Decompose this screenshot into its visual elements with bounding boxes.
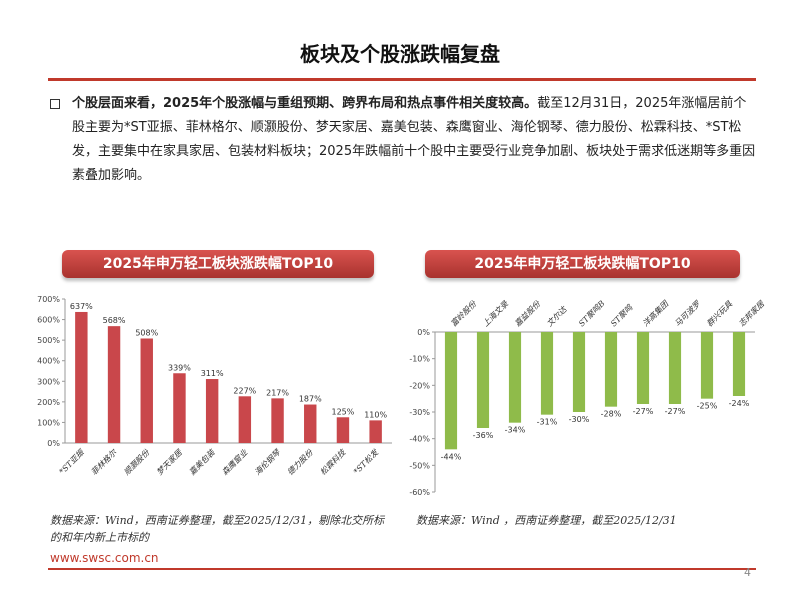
bar xyxy=(540,332,554,415)
category-label: *ST松发 xyxy=(352,447,381,476)
summary-bold-text: 个股层面来看，2025年个股涨幅与重组预期、跨界布局和热点事件相关度较高。 xyxy=(72,96,538,111)
y-tick-label: 200% xyxy=(37,398,60,407)
category-label: 海伦钢琴 xyxy=(253,447,283,477)
gainers-chart-title: 2025年申万轻工板块涨跌幅TOP10 xyxy=(62,250,374,278)
bar xyxy=(604,332,618,407)
bar xyxy=(369,420,382,443)
bar xyxy=(271,398,284,443)
category-label: ST聚鸣 xyxy=(609,302,635,328)
page-title: 板块及个股涨跌幅复盘 xyxy=(300,42,500,66)
bullet-square-icon xyxy=(50,99,60,109)
bar xyxy=(304,404,317,443)
category-label: ST聚鸣B xyxy=(577,299,607,329)
category-label: 嘉益股份 xyxy=(513,299,543,329)
category-label: 洋高集团 xyxy=(641,299,671,329)
summary-body-text: 截至12月31日，2025年涨幅居前个股主要为*ST亚振、菲林格尔、顺灏股份、梦… xyxy=(72,96,756,183)
category-label: 群兴玩具 xyxy=(705,299,735,329)
bar xyxy=(140,338,153,443)
footer-url[interactable]: www.swsc.com.cn xyxy=(50,551,159,565)
category-label: 森鹰窗业 xyxy=(220,447,250,477)
category-label: 嘉美包装 xyxy=(188,447,218,477)
data-label: 568% xyxy=(103,316,126,325)
data-label: 187% xyxy=(299,395,322,404)
footer-divider xyxy=(48,568,756,570)
data-label: 217% xyxy=(266,388,289,397)
data-label: 227% xyxy=(233,386,256,395)
losers-chart-title: 2025年申万轻工板块跌幅TOP10 xyxy=(425,250,740,278)
data-label: -27% xyxy=(633,407,654,416)
category-label: 文尔达 xyxy=(545,304,569,328)
y-tick-label: -20% xyxy=(409,381,430,390)
y-tick-label: -50% xyxy=(409,461,430,470)
bar xyxy=(173,373,186,443)
data-label: -31% xyxy=(537,418,558,427)
data-label: -44% xyxy=(441,452,462,461)
category-label: 德力股份 xyxy=(286,447,316,477)
data-label: -24% xyxy=(729,399,750,408)
losers-source-note: 数据来源：Wind ，西南证券整理，截至2025/12/31 xyxy=(416,514,677,527)
data-label: 125% xyxy=(332,407,355,416)
bar xyxy=(107,326,121,443)
y-tick-label: 400% xyxy=(37,357,60,366)
data-label: -30% xyxy=(569,415,590,424)
category-label: 菲林格尔 xyxy=(89,447,119,477)
category-label: 上海文录 xyxy=(481,299,511,329)
y-tick-label: 100% xyxy=(37,418,60,427)
y-tick-label: -10% xyxy=(409,355,430,364)
bar xyxy=(75,311,88,443)
bar xyxy=(205,379,219,443)
bar xyxy=(636,332,650,404)
y-tick-label: 300% xyxy=(37,377,60,386)
data-label: -28% xyxy=(601,410,622,419)
y-tick-label: 0% xyxy=(417,328,430,337)
data-label: 110% xyxy=(364,410,387,419)
bar xyxy=(336,417,350,443)
data-label: -34% xyxy=(505,426,526,435)
data-label: -25% xyxy=(697,402,718,411)
bar xyxy=(508,332,522,423)
category-label: 志邦家居 xyxy=(737,299,767,329)
data-label: 637% xyxy=(70,302,93,311)
bar xyxy=(572,332,586,412)
y-tick-label: 600% xyxy=(37,316,60,325)
gainers-source-note: 数据来源：Wind，西南证券整理，截至2025/12/31，剔除北交所标的和年内… xyxy=(50,514,385,544)
data-label: -27% xyxy=(665,407,686,416)
category-label: 松霖科技 xyxy=(318,447,348,477)
data-label: 339% xyxy=(168,363,191,372)
y-tick-label: -30% xyxy=(409,408,430,417)
losers-bar-chart: 0% -10% -20% -30% -40% -50% -60% -44% 富岭股份 -36% 上海… xyxy=(409,299,767,497)
bar xyxy=(444,332,458,450)
category-label: 顺灏股份 xyxy=(122,447,152,477)
y-tick-label: 500% xyxy=(37,336,60,345)
bar xyxy=(732,332,746,396)
bar xyxy=(700,332,714,399)
gainers-bar-chart: 0% 100% 200% 300% 400% 500% 600% 700% 637% *ST亚振 5… xyxy=(37,295,392,477)
category-label: 富岭股份 xyxy=(449,299,479,329)
bar xyxy=(476,332,490,428)
data-label: 508% xyxy=(135,328,158,337)
data-label: -36% xyxy=(473,431,494,440)
category-label: 马可波罗 xyxy=(673,299,703,329)
y-tick-label: 0% xyxy=(47,439,60,448)
category-label: *ST亚振 xyxy=(58,447,88,477)
title-divider xyxy=(48,78,756,81)
y-tick-label: 700% xyxy=(37,295,60,304)
data-label: 311% xyxy=(201,369,224,378)
y-tick-label: -40% xyxy=(409,435,430,444)
summary-paragraph: 个股层面来看，2025年个股涨幅与重组预期、跨界布局和热点事件相关度较高。截至1… xyxy=(72,92,756,188)
bar xyxy=(238,396,252,443)
category-label: 梦天家居 xyxy=(155,447,185,477)
y-tick-label: -60% xyxy=(409,488,430,497)
bar xyxy=(668,332,682,404)
page-number: 4 xyxy=(744,566,751,579)
